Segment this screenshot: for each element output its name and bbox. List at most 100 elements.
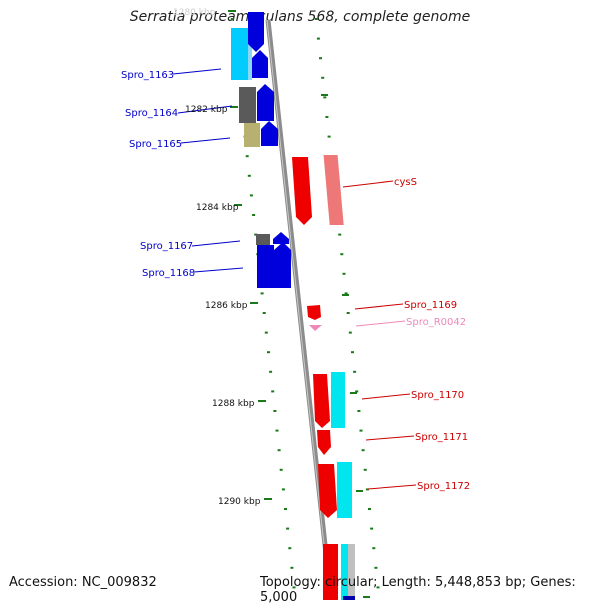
- gene-label-spro-1167[interactable]: Spro_1167: [140, 241, 193, 252]
- gene-label-cyss[interactable]: cysS: [394, 177, 417, 188]
- gene-feature[interactable]: [348, 544, 355, 600]
- minor-tick: [290, 566, 294, 569]
- gene-label-spro-1170[interactable]: Spro_1170: [411, 390, 464, 401]
- major-tick: [350, 392, 357, 394]
- gene-feature[interactable]: [331, 372, 345, 428]
- label-leaders: [172, 68, 417, 490]
- minor-tick: [314, 18, 318, 20]
- gene-label-spro-1169[interactable]: Spro_1169: [404, 300, 457, 311]
- major-tick: [234, 204, 242, 206]
- gene-labels: Spro_1163 Spro_1164 Spro_1165 Spro_1167 …: [121, 70, 470, 492]
- minor-tick: [344, 292, 348, 295]
- major-tick: [264, 498, 272, 500]
- minor-tick: [357, 410, 361, 412]
- major-tick: [258, 400, 266, 402]
- minor-tick: [284, 508, 287, 510]
- gene-feature[interactable]: [248, 28, 252, 80]
- gene-feature[interactable]: [244, 123, 260, 147]
- gene-arrow[interactable]: [313, 374, 330, 428]
- gene-arrow[interactable]: [252, 50, 268, 78]
- major-tick: [230, 106, 238, 108]
- minor-tick: [279, 468, 283, 471]
- minor-tick: [372, 547, 376, 550]
- genome-summary-text: Topology: circular; Length: 5,448,853 bp…: [260, 575, 576, 605]
- gene-feature[interactable]: [231, 28, 248, 80]
- gene-feature[interactable]: [337, 462, 352, 518]
- gene-feature[interactable]: [257, 245, 274, 288]
- minor-tick: [281, 488, 285, 491]
- tick-label: 1286 kbp: [205, 301, 248, 311]
- minor-tick: [271, 390, 275, 393]
- gene-feature[interactable]: [256, 234, 270, 245]
- minor-tick: [262, 312, 266, 314]
- gene-arrow[interactable]: [317, 430, 331, 455]
- minor-tick: [247, 174, 251, 177]
- minor-tick: [376, 586, 380, 589]
- minor-tick: [338, 233, 342, 236]
- gene-label-spro-r0042[interactable]: Spro_R0042: [406, 317, 466, 328]
- gene-arrow[interactable]: [274, 242, 291, 288]
- rna-feature[interactable]: [309, 325, 322, 331]
- gene-label-spro-1172[interactable]: Spro_1172: [417, 481, 470, 492]
- major-tick: [356, 490, 363, 492]
- minor-tick: [342, 272, 346, 275]
- map-title: Serratia proteamaculans 568, complete ge…: [129, 9, 471, 25]
- minor-tick: [355, 390, 359, 393]
- major-tick: [228, 10, 236, 12]
- minor-tick: [340, 253, 344, 256]
- minor-tick: [273, 410, 277, 412]
- minor-tick: [275, 429, 279, 432]
- reverse-strand-features: [292, 155, 355, 600]
- major-tick: [342, 294, 349, 296]
- minor-tick: [230, 18, 234, 20]
- gene-arrow[interactable]: [307, 305, 321, 320]
- minor-tick: [346, 312, 350, 314]
- minor-tick: [374, 566, 378, 569]
- accession-text: Accession: NC_009832: [9, 575, 157, 590]
- tick-label: 1288 kbp: [212, 399, 255, 409]
- gene-label-spro-1171[interactable]: Spro_1171: [415, 432, 468, 443]
- minor-tick: [365, 488, 369, 491]
- minor-tick: [325, 116, 329, 118]
- minor-tick: [321, 76, 325, 79]
- minor-tick: [319, 57, 322, 60]
- minor-tick: [353, 370, 357, 373]
- tick-label: 1290 kbp: [218, 497, 261, 507]
- minor-tick: [264, 331, 268, 334]
- minor-tick: [368, 508, 371, 510]
- minor-tick: [327, 135, 331, 138]
- gene-label-spro-1165[interactable]: Spro_1165: [129, 139, 182, 150]
- gene-feature[interactable]: [239, 87, 256, 123]
- minor-tick: [245, 155, 249, 158]
- minor-tick: [267, 351, 270, 354]
- minor-tick: [361, 449, 365, 452]
- gene-arrow[interactable]: [261, 121, 278, 146]
- gene-arrow[interactable]: [318, 464, 337, 518]
- minor-tick: [269, 370, 273, 373]
- gene-arrow[interactable]: [292, 157, 312, 225]
- major-tick: [250, 302, 258, 304]
- gene-arrow[interactable]: [257, 84, 274, 121]
- gene-feature[interactable]: [323, 155, 344, 225]
- gene-feature[interactable]: [343, 596, 355, 600]
- genome-backbone: [265, 19, 334, 600]
- forward-strand-features: [231, 12, 291, 288]
- minor-tick: [348, 331, 352, 334]
- minor-tick: [288, 547, 292, 550]
- minor-tick: [260, 292, 264, 295]
- gene-feature[interactable]: [323, 544, 338, 600]
- gene-feature[interactable]: [341, 544, 348, 600]
- major-tick: [321, 94, 328, 96]
- axis-labels: 1280 kbp 1282 kbp 1284 kbp 1286 kbp 1288…: [173, 8, 261, 507]
- minor-tick: [277, 449, 281, 452]
- gene-label-spro-1168[interactable]: Spro_1168: [142, 268, 195, 279]
- minor-tick: [249, 194, 253, 197]
- gene-arrow[interactable]: [248, 12, 264, 52]
- gene-label-spro-1164[interactable]: Spro_1164: [125, 108, 178, 119]
- genome-backbone-highlight: [266, 19, 331, 600]
- minor-tick: [363, 468, 367, 471]
- minor-tick: [351, 351, 354, 354]
- gene-label-spro-1163[interactable]: Spro_1163: [121, 70, 174, 81]
- gene-arrow[interactable]: [273, 232, 289, 244]
